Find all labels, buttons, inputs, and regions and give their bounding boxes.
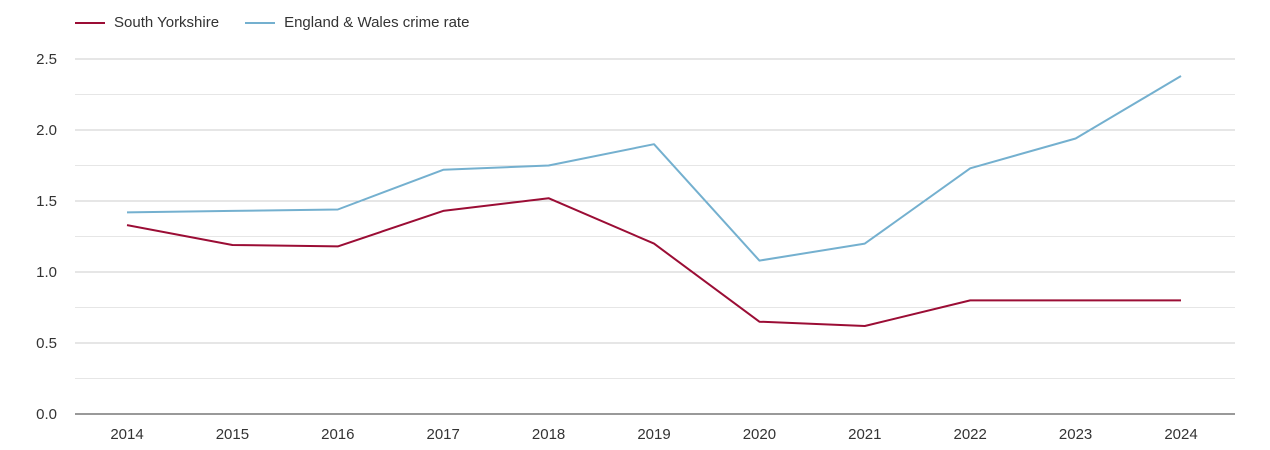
- legend-label-south-yorkshire: South Yorkshire: [114, 14, 220, 31]
- y-tick-label: 2.0: [36, 122, 57, 139]
- series-line-south-yorkshire[interactable]: [126, 197, 1181, 327]
- gridlines: [75, 58, 1235, 415]
- series-line-england-wales-crime-rate[interactable]: [126, 75, 1182, 262]
- legend-item-south-yorkshire[interactable]: South Yorkshire: [75, 14, 219, 31]
- legend-item-england-wales[interactable]: England & Wales crime rate: [245, 14, 469, 31]
- x-tick-label: 2015: [216, 426, 249, 443]
- x-tick-label: 2023: [1059, 426, 1092, 443]
- y-axis-ticks: 0.0 0.5 1.0 1.5 2.0 2.5: [36, 51, 57, 423]
- x-axis-ticks: 2014 2015 2016 2017 2018 2019 2020 2021 2022 2023…: [110, 426, 1197, 443]
- legend-label-england-wales: England & Wales crime rate: [284, 14, 470, 31]
- legend: South Yorkshire England & Wales crime ra…: [75, 14, 469, 31]
- y-tick-label: 1.5: [36, 193, 57, 210]
- x-tick-label: 2022: [954, 426, 987, 443]
- x-tick-label: 2014: [110, 426, 143, 443]
- legend-swatch-south-yorkshire: [75, 21, 105, 24]
- x-tick-label: 2021: [848, 426, 881, 443]
- x-tick-label: 2020: [743, 426, 776, 443]
- legend-swatch-england-wales: [245, 21, 276, 24]
- x-tick-label: 2017: [427, 426, 460, 443]
- y-tick-label: 1.0: [36, 264, 57, 281]
- x-tick-label: 2024: [1164, 426, 1197, 443]
- y-tick-label: 0.5: [36, 335, 57, 352]
- y-tick-label: 2.5: [36, 51, 57, 68]
- x-tick-label: 2019: [637, 426, 670, 443]
- x-tick-label: 2016: [321, 426, 354, 443]
- y-tick-label: 0.0: [36, 406, 57, 423]
- x-tick-label: 2018: [532, 426, 565, 443]
- series-lines: [126, 75, 1182, 327]
